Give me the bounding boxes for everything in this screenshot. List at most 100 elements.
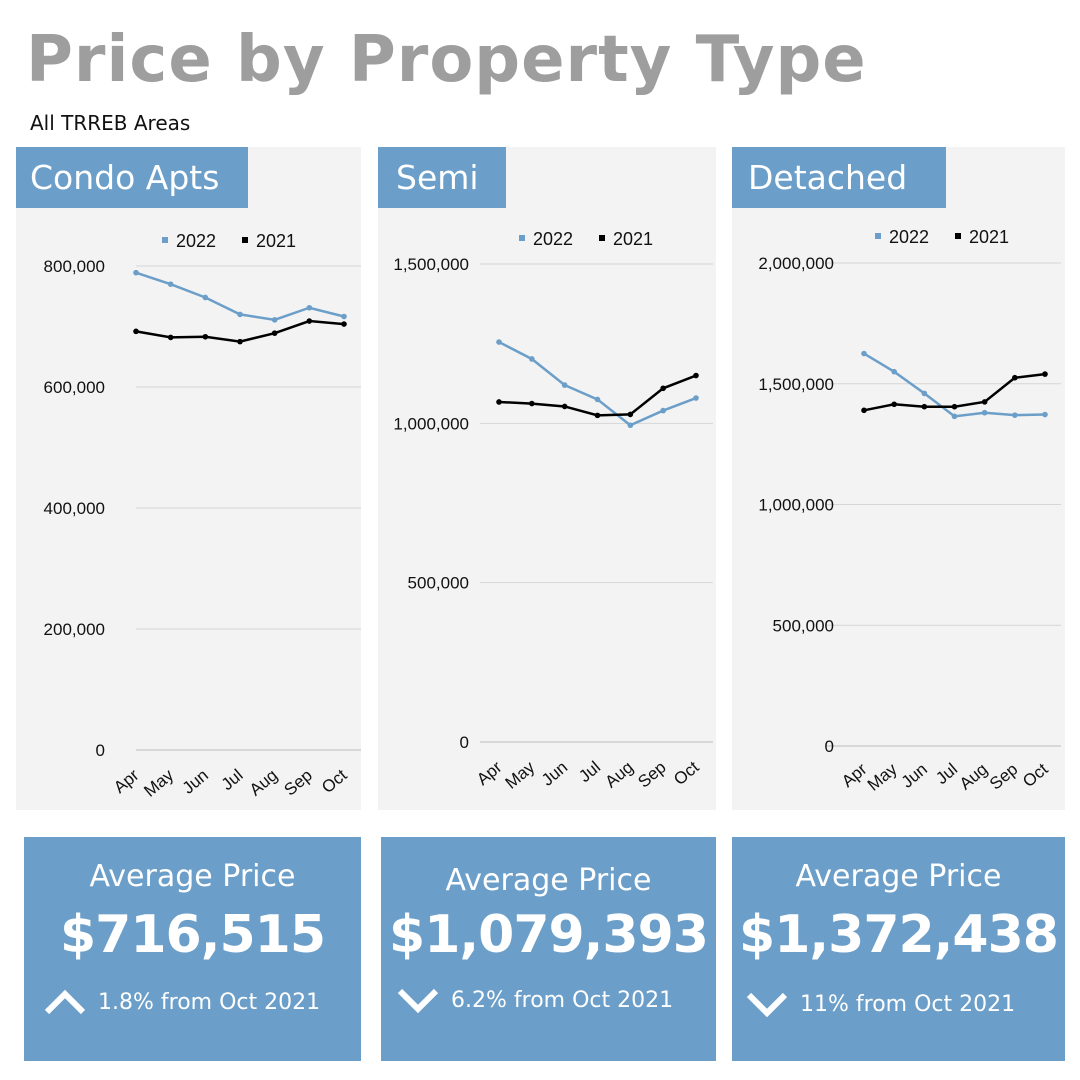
- data-point-2021: [660, 385, 666, 392]
- x-tick-label: Apr: [110, 765, 143, 797]
- y-tick-label: 200,000: [44, 620, 105, 639]
- data-point-2022: [496, 339, 502, 345]
- data-point-2022: [237, 311, 243, 318]
- data-point-2021: [496, 399, 502, 405]
- data-point-2021: [693, 372, 699, 379]
- data-point-2021: [594, 412, 601, 419]
- data-point-2021: [981, 399, 988, 405]
- series-line-2021: [135, 319, 345, 343]
- x-tick-label: Oct: [318, 765, 351, 797]
- data-point-2021: [627, 411, 634, 418]
- x-tick-label: May: [864, 759, 901, 795]
- page-title: Price by Property Type: [26, 23, 867, 97]
- legend-label: 2022: [533, 229, 573, 249]
- y-tick-label: 800,000: [44, 257, 105, 276]
- data-point-2021: [1012, 374, 1018, 381]
- y-tick-label: 1,500,000: [758, 375, 834, 394]
- y-tick-label: 1,500,000: [393, 255, 469, 274]
- x-tick-label: Apr: [473, 757, 506, 789]
- panel-header: Semi: [378, 147, 506, 208]
- data-point-2022: [561, 382, 568, 388]
- chart-panel-condo: Condo Apts 0 200,000 400,000 600,000 800,000…: [16, 147, 361, 810]
- x-tick-label: Oct: [670, 757, 703, 789]
- legend-label: 2022: [176, 231, 216, 251]
- data-point-2021: [341, 321, 347, 327]
- data-point-2022: [891, 368, 897, 375]
- y-tick-label: 2,000,000: [758, 254, 834, 273]
- y-tick-label: 0: [96, 741, 105, 760]
- x-tick-label: Jul: [575, 758, 604, 787]
- chevron-down-icon: [397, 988, 439, 1014]
- data-point-2021: [921, 403, 928, 410]
- data-point-2021: [237, 338, 243, 345]
- y-tick-label: 1,000,000: [393, 414, 469, 433]
- data-point-2022: [951, 413, 958, 420]
- legend-label: 2021: [256, 231, 296, 251]
- legend-swatch: [875, 233, 881, 239]
- chevron-down-icon: [746, 992, 788, 1018]
- x-tick-label: May: [502, 757, 539, 793]
- data-point-2022: [981, 409, 988, 416]
- avg-price-card-semi: Average Price $1,079,393 6.2% from Oct 2…: [381, 837, 716, 1061]
- y-tick-label: 500,000: [773, 616, 834, 635]
- avg-price-card-condo: Average Price $716,515 1.8% from Oct 202…: [24, 837, 361, 1061]
- data-point-2021: [529, 400, 535, 407]
- chart-detached: 0 500,000 1,000,000 1,500,000 2,000,000 AprMa…: [758, 227, 1061, 795]
- legend-swatch: [242, 237, 248, 243]
- data-point-2022: [1042, 411, 1048, 418]
- card-value: $1,372,438: [739, 905, 1059, 965]
- data-point-2022: [341, 313, 347, 320]
- data-point-2021: [861, 407, 867, 414]
- x-tick-label: Jun: [538, 758, 571, 790]
- data-point-2021: [167, 334, 174, 341]
- data-point-2022: [1012, 412, 1018, 418]
- card-change: 1.8% from Oct 2021: [44, 987, 320, 1017]
- data-point-2022: [167, 281, 174, 287]
- x-tick-label: Aug: [246, 766, 281, 800]
- data-point-2021: [951, 403, 958, 410]
- page-subtitle: All TRREB Areas: [30, 111, 191, 135]
- data-point-2021: [891, 401, 897, 408]
- panel-header: Detached: [732, 147, 946, 208]
- x-tick-label: Sep: [634, 758, 669, 792]
- data-point-2022: [306, 304, 313, 311]
- y-tick-label: 0: [460, 733, 469, 752]
- data-point-2022: [861, 350, 867, 357]
- data-point-2022: [660, 407, 666, 414]
- y-tick-label: 600,000: [44, 378, 105, 397]
- y-tick-label: 500,000: [408, 574, 469, 593]
- card-label: Average Price: [445, 863, 652, 898]
- x-tick-label: Jun: [898, 760, 931, 792]
- x-tick-label: Apr: [838, 759, 871, 791]
- chart-panel-semi: Semi 0 500,000 1,000,000 1,500,000 Apr May Jun…: [378, 147, 716, 810]
- legend-swatch: [955, 233, 961, 239]
- data-point-2022: [693, 395, 699, 401]
- data-point-2021: [561, 403, 568, 410]
- card-change-text: 11% from Oct 2021: [800, 991, 1016, 1017]
- card-change-text: 1.8% from Oct 2021: [98, 989, 321, 1015]
- y-tick-label: 400,000: [44, 499, 105, 518]
- x-tick-label: Jul: [218, 766, 247, 795]
- card-change: 6.2% from Oct 2021: [397, 985, 673, 1015]
- data-point-2022: [921, 390, 928, 397]
- data-point-2022: [271, 317, 278, 323]
- legend-swatch: [599, 235, 605, 241]
- x-tick-label: Jul: [932, 760, 961, 789]
- card-label: Average Price: [795, 859, 1002, 894]
- data-point-2022: [627, 422, 634, 429]
- chevron-up-icon: [44, 989, 86, 1015]
- panel-header: Condo Apts: [16, 147, 248, 208]
- x-tick-label: Sep: [281, 766, 316, 800]
- chart-panel-detached: Detached 0 500,000 1,000,000 1,500,000 2,000…: [732, 147, 1065, 810]
- card-value: $1,079,393: [389, 905, 709, 965]
- data-point-2022: [133, 269, 139, 276]
- x-tick-label: Aug: [956, 760, 991, 794]
- legend-label: 2022: [889, 227, 929, 247]
- data-point-2022: [529, 356, 535, 362]
- data-point-2021: [271, 330, 278, 336]
- data-point-2022: [202, 294, 209, 301]
- card-value: $716,515: [59, 905, 326, 965]
- x-tick-label: Sep: [986, 760, 1021, 794]
- y-tick-label: 0: [825, 737, 834, 756]
